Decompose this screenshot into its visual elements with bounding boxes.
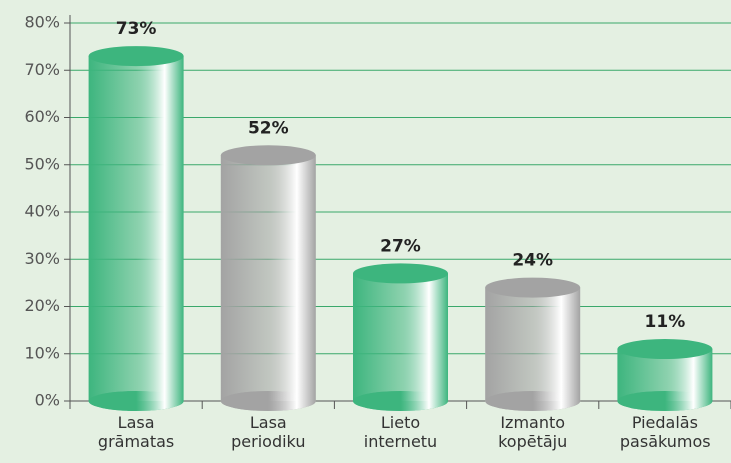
bar (88, 56, 184, 401)
y-tick-label: 60% (24, 107, 60, 126)
value-label: 27% (380, 236, 421, 256)
y-tick-label: 80% (24, 13, 60, 32)
x-tick-label: Lasa periodiku (231, 413, 306, 451)
bar (220, 155, 316, 401)
value-label: 52% (248, 118, 289, 138)
x-tick-label: Lasa grāmatas (97, 413, 175, 451)
bar-top (485, 277, 581, 298)
bar (485, 287, 581, 401)
bar-top (220, 145, 316, 166)
bar (353, 273, 448, 401)
y-tick-label: 50% (24, 154, 60, 173)
value-label: 73% (116, 19, 157, 39)
value-label: 24% (512, 251, 553, 271)
bar-top (617, 339, 713, 360)
y-tick-label: 10% (24, 343, 60, 362)
x-tick-label: Piedalās pasākumos (619, 413, 711, 451)
y-tick-label: 0% (35, 391, 60, 410)
y-tick-label: 70% (24, 60, 60, 79)
y-tick-label: 20% (24, 296, 60, 315)
y-tick-label: 30% (24, 249, 60, 268)
x-tick-label: Izmanto kopētāju (498, 413, 568, 451)
x-tick-label: Lieto internetu (363, 413, 438, 451)
y-tick-label: 40% (24, 202, 60, 221)
bar-top (88, 46, 184, 67)
value-label: 11% (645, 312, 686, 332)
bar-top (353, 263, 448, 284)
